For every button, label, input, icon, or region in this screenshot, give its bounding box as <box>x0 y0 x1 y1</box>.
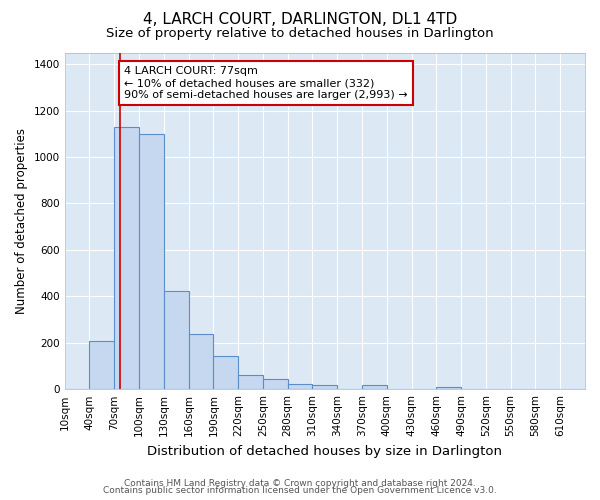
Bar <box>214 356 238 390</box>
Bar <box>89 340 114 390</box>
Bar <box>188 334 214 390</box>
Bar <box>114 127 139 390</box>
Bar <box>362 385 387 390</box>
Bar <box>139 134 164 390</box>
Text: 4, LARCH COURT, DARLINGTON, DL1 4TD: 4, LARCH COURT, DARLINGTON, DL1 4TD <box>143 12 457 28</box>
Bar <box>238 376 263 390</box>
Bar <box>313 385 337 390</box>
Bar <box>287 384 313 390</box>
Bar <box>164 290 188 390</box>
Text: 4 LARCH COURT: 77sqm
← 10% of detached houses are smaller (332)
90% of semi-deta: 4 LARCH COURT: 77sqm ← 10% of detached h… <box>124 66 408 100</box>
Text: Contains public sector information licensed under the Open Government Licence v3: Contains public sector information licen… <box>103 486 497 495</box>
X-axis label: Distribution of detached houses by size in Darlington: Distribution of detached houses by size … <box>148 444 502 458</box>
Y-axis label: Number of detached properties: Number of detached properties <box>15 128 28 314</box>
Text: Contains HM Land Registry data © Crown copyright and database right 2024.: Contains HM Land Registry data © Crown c… <box>124 478 476 488</box>
Bar <box>436 386 461 390</box>
Bar <box>263 379 287 390</box>
Text: Size of property relative to detached houses in Darlington: Size of property relative to detached ho… <box>106 28 494 40</box>
